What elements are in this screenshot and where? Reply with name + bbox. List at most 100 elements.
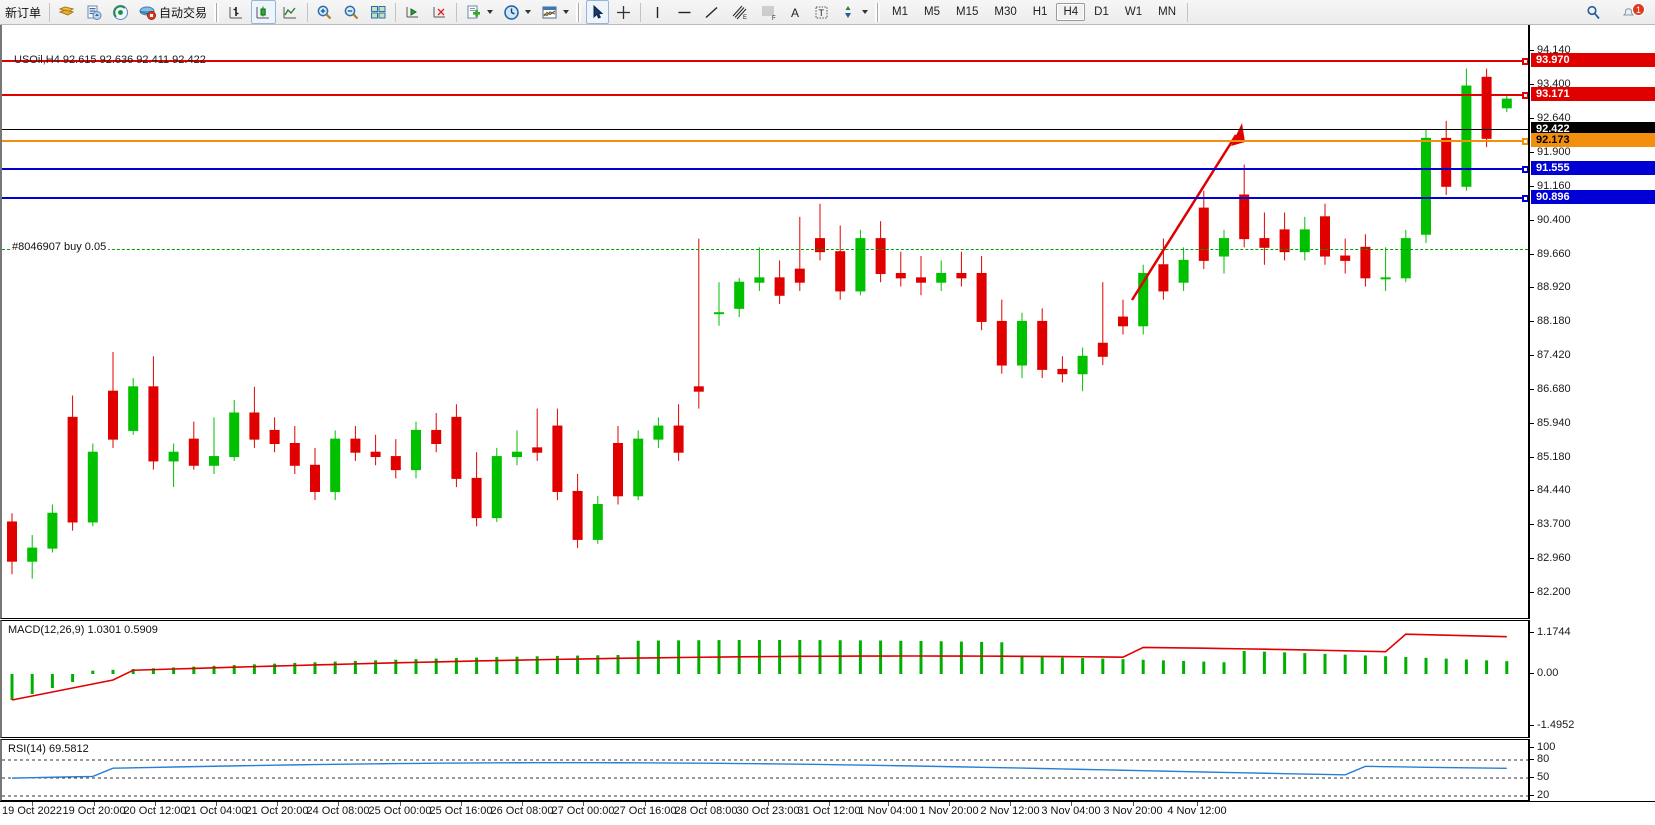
line-chart-button[interactable]: [278, 0, 303, 24]
auto-scroll-button[interactable]: [427, 0, 452, 24]
candlestick-chart-button[interactable]: [251, 0, 277, 24]
price-scale[interactable]: 94.140 93.400 92.640 91.900 91.160 90.400 89.6…: [1529, 25, 1655, 666]
new-chart-button[interactable]: [461, 0, 497, 24]
macd-pane[interactable]: MACD(12,26,9) 1.0301 0.5909: [0, 620, 1529, 738]
toolbar-grip-3[interactable]: [875, 2, 881, 22]
search-button[interactable]: [1581, 1, 1606, 25]
equidistant-channel-button[interactable]: E: [726, 0, 753, 24]
expert-advisors-button[interactable]: [108, 0, 133, 24]
time-axis[interactable]: 19 Oct 2022 19 Oct 20:00 20 Oct 12:00 21 Oc…: [0, 801, 1655, 825]
time-label: 4 Nov 12:00: [1167, 805, 1227, 817]
price-level-line[interactable]: [2, 138, 1528, 145]
price-pane[interactable]: [0, 25, 1529, 619]
vertical-line-icon: [656, 6, 659, 18]
arrows-tool-button[interactable]: [836, 0, 872, 24]
timeframe-m1[interactable]: M1: [892, 6, 909, 18]
timeframe-w1[interactable]: W1: [1124, 6, 1143, 18]
open-data-folder-button[interactable]: [54, 0, 79, 24]
chevron-down-icon[interactable]: [563, 10, 570, 14]
timeframe-h4[interactable]: H4: [1056, 3, 1086, 21]
rsi-scale[interactable]: 100 80 50 20: [1529, 739, 1655, 801]
candle-body: [1017, 320, 1027, 366]
zoom-in-button[interactable]: [312, 0, 337, 24]
line-handle[interactable]: [1522, 166, 1528, 173]
macd-scale[interactable]: 1.1744 0.00 -1.4952: [1529, 620, 1655, 738]
notification-count-badge: 1: [1632, 2, 1645, 16]
candle-body: [67, 416, 78, 523]
time-label: 3 Nov 20:00: [1103, 805, 1163, 817]
price-marker[interactable]: 93.171: [1531, 87, 1655, 101]
market-watch-button[interactable]: [81, 0, 106, 24]
candle-body: [1320, 216, 1330, 257]
chevron-down-icon[interactable]: [862, 10, 869, 14]
candle-body: [1360, 246, 1371, 279]
chevron-down-icon[interactable]: [487, 10, 494, 14]
candle-body: [411, 429, 421, 471]
line-handle[interactable]: [1522, 92, 1528, 99]
chart-area[interactable]: USOil,H4 92.615 92.636 92.411 92.422 #80…: [0, 25, 1655, 825]
timeframe-h1[interactable]: H1: [1032, 6, 1048, 18]
text-tool-button[interactable]: A: [784, 0, 807, 24]
tile-windows-button[interactable]: [366, 0, 391, 24]
price-marker[interactable]: 91.555: [1531, 161, 1655, 175]
rsi-line: [11, 761, 1507, 779]
toolbar-grip-2[interactable]: [576, 2, 582, 22]
candle-body: [1279, 229, 1290, 253]
candle-body: [188, 438, 199, 466]
fibonacci-tool-button[interactable]: F: [755, 0, 782, 24]
indicators-button[interactable]: [537, 0, 573, 24]
time-label: 25 Oct 00:00: [368, 805, 432, 817]
price-marker[interactable]: 90.896: [1531, 190, 1655, 204]
document-upload-icon: [87, 5, 102, 20]
line-handle[interactable]: [1522, 195, 1528, 202]
bar-chart-button[interactable]: [224, 0, 249, 24]
time-tick: [706, 802, 707, 806]
trendline-tool-button[interactable]: [699, 0, 724, 24]
new-order-button[interactable]: 新订单: [1, 0, 45, 24]
candle-body: [27, 547, 38, 562]
cursor-tool-button[interactable]: [586, 0, 610, 24]
text-label-tool-button[interactable]: T: [809, 0, 834, 24]
price-level-line[interactable]: [2, 58, 1528, 65]
price-level-line[interactable]: [2, 166, 1528, 173]
rsi-pane[interactable]: RSI(14) 69.5812: [0, 739, 1529, 801]
open-order-label: #8046907 buy 0.05: [10, 241, 109, 253]
line-handle[interactable]: [1522, 58, 1528, 65]
zoom-out-button[interactable]: [339, 0, 364, 24]
autotrading-button[interactable]: 自动交易: [135, 0, 211, 24]
timeframe-mn[interactable]: MN: [1158, 6, 1176, 18]
timeframe-m15[interactable]: M15: [956, 6, 979, 18]
shift-chart-button[interactable]: [400, 0, 425, 24]
candle-body: [653, 425, 664, 440]
new-order-label: 新订单: [5, 5, 42, 20]
notifications-button[interactable]: 1: [1616, 1, 1648, 25]
chart-shift-icon: [406, 6, 419, 17]
rsi-tick: 20: [1530, 789, 1549, 801]
price-marker[interactable]: 92.422: [1531, 122, 1655, 136]
time-tick: [216, 802, 217, 806]
time-tick: [583, 802, 584, 806]
vertical-line-tool-button[interactable]: [645, 0, 670, 24]
current-price-line: [2, 129, 1528, 130]
period-separator-button[interactable]: [499, 0, 535, 24]
time-tick: [32, 802, 33, 806]
time-tick: [94, 802, 95, 806]
new-document-icon: [467, 5, 481, 18]
price-tick: 82.960: [1530, 552, 1571, 564]
price-marker[interactable]: 93.970: [1531, 53, 1655, 67]
line-handle[interactable]: [1522, 138, 1528, 145]
timeframe-m30[interactable]: M30: [994, 6, 1017, 18]
open-position-line[interactable]: [2, 249, 1528, 250]
price-level-line[interactable]: [2, 92, 1528, 99]
price-marker[interactable]: 92.173: [1531, 133, 1655, 147]
crosshair-tool-button[interactable]: [611, 0, 636, 24]
candle-body: [1259, 238, 1270, 248]
horizontal-line-tool-button[interactable]: [672, 0, 697, 24]
timeframe-m5[interactable]: M5: [924, 6, 940, 18]
chevron-down-icon[interactable]: [525, 10, 532, 14]
price-level-line[interactable]: [2, 195, 1528, 202]
timeframe-d1[interactable]: D1: [1094, 6, 1109, 18]
toolbar-grip[interactable]: [214, 2, 220, 22]
candle-body: [370, 451, 381, 458]
candle-body: [1421, 137, 1431, 235]
